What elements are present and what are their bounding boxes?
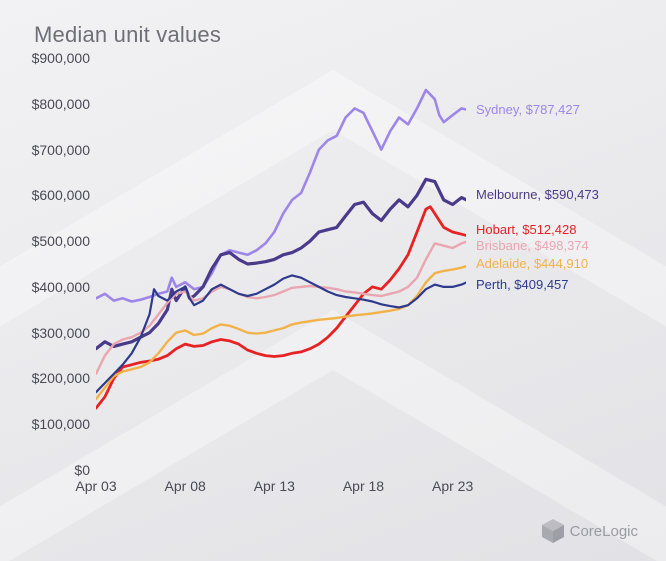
series-label-perth: Perth, $409,457 [476,277,569,292]
chart-lines [96,58,466,470]
y-tick-label: $200,000 [24,370,90,386]
chart-title: Median unit values [34,22,221,48]
x-tick-label: Apr 08 [165,478,206,494]
x-tick-label: Apr 18 [343,478,384,494]
y-tick-label: $0 [24,462,90,478]
y-tick-label: $600,000 [24,187,90,203]
series-label-hobart: Hobart, $512,428 [476,222,576,237]
series-label-brisbane: Brisbane, $498,374 [476,238,589,253]
chart-card: Median unit values $0$100,000$200,000$30… [0,0,666,561]
y-axis-labels: $0$100,000$200,000$300,000$400,000$500,0… [30,58,90,488]
series-line-sydney [96,90,466,302]
series-labels: Sydney, $787,427 Melbourne, $590,473 Hobar… [474,58,644,470]
y-tick-label: $900,000 [24,50,90,66]
series-label-adelaide: Adelaide, $444,910 [476,256,588,271]
series-label-melbourne: Melbourne, $590,473 [476,187,599,202]
chart-plot: $0$100,000$200,000$300,000$400,000$500,0… [30,58,640,488]
x-tick-label: Apr 13 [254,478,295,494]
x-tick-label: Apr 23 [432,478,473,494]
y-tick-label: $300,000 [24,325,90,341]
logo: CoreLogic [542,519,638,543]
y-tick-label: $500,000 [24,233,90,249]
y-tick-label: $400,000 [24,279,90,295]
logo-text: CoreLogic [570,523,638,540]
y-tick-label: $700,000 [24,142,90,158]
y-tick-label: $800,000 [24,96,90,112]
x-tick-label: Apr 03 [75,478,116,494]
series-label-sydney: Sydney, $787,427 [476,102,580,117]
y-tick-label: $100,000 [24,416,90,432]
cube-icon [542,519,564,543]
